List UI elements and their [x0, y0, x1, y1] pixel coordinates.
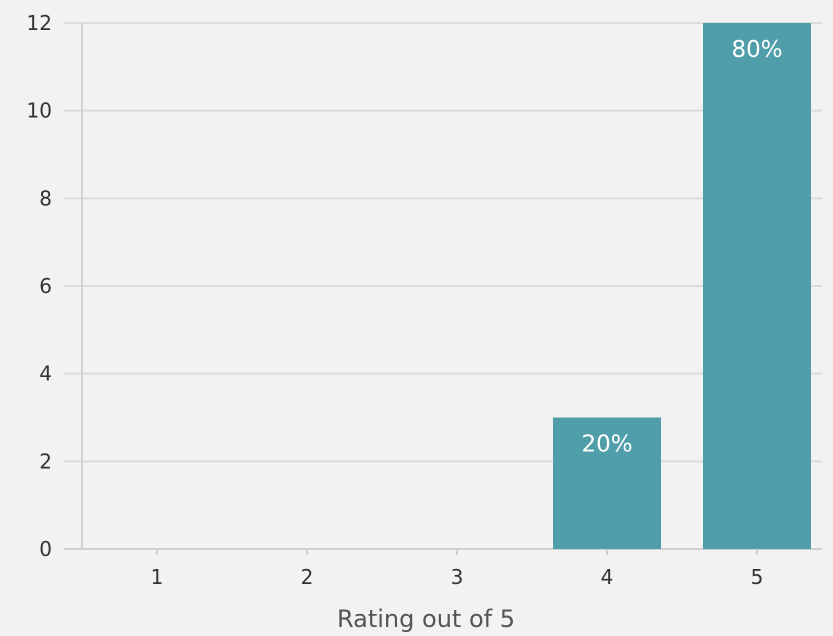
y-tick-label: 6 [39, 274, 52, 298]
gridlines [64, 22, 822, 550]
y-tick-label: 8 [39, 186, 52, 210]
bar-data-labels: 20% 80% [581, 37, 782, 458]
y-tick-label: 0 [39, 537, 52, 561]
y-tick-label: 10 [27, 99, 52, 123]
bar-rating-5 [703, 23, 811, 549]
x-tick-label: 2 [301, 565, 314, 589]
x-tick-label: 4 [601, 565, 614, 589]
y-tick-label: 2 [39, 449, 52, 473]
x-axis-ticks: 1 2 3 4 5 [151, 549, 764, 589]
y-tick-label: 4 [39, 362, 52, 386]
bar-data-label: 20% [581, 432, 632, 458]
y-axis-ticks: 0 2 4 6 8 10 12 [27, 11, 52, 561]
x-tick-label: 5 [751, 565, 764, 589]
bar-data-label: 80% [731, 37, 782, 63]
bars [553, 23, 811, 549]
x-axis-title: Rating out of 5 [337, 605, 515, 633]
x-tick-label: 3 [451, 565, 464, 589]
x-tick-label: 1 [151, 565, 164, 589]
y-tick-label: 12 [27, 11, 52, 35]
bar-rating-4 [553, 417, 661, 549]
